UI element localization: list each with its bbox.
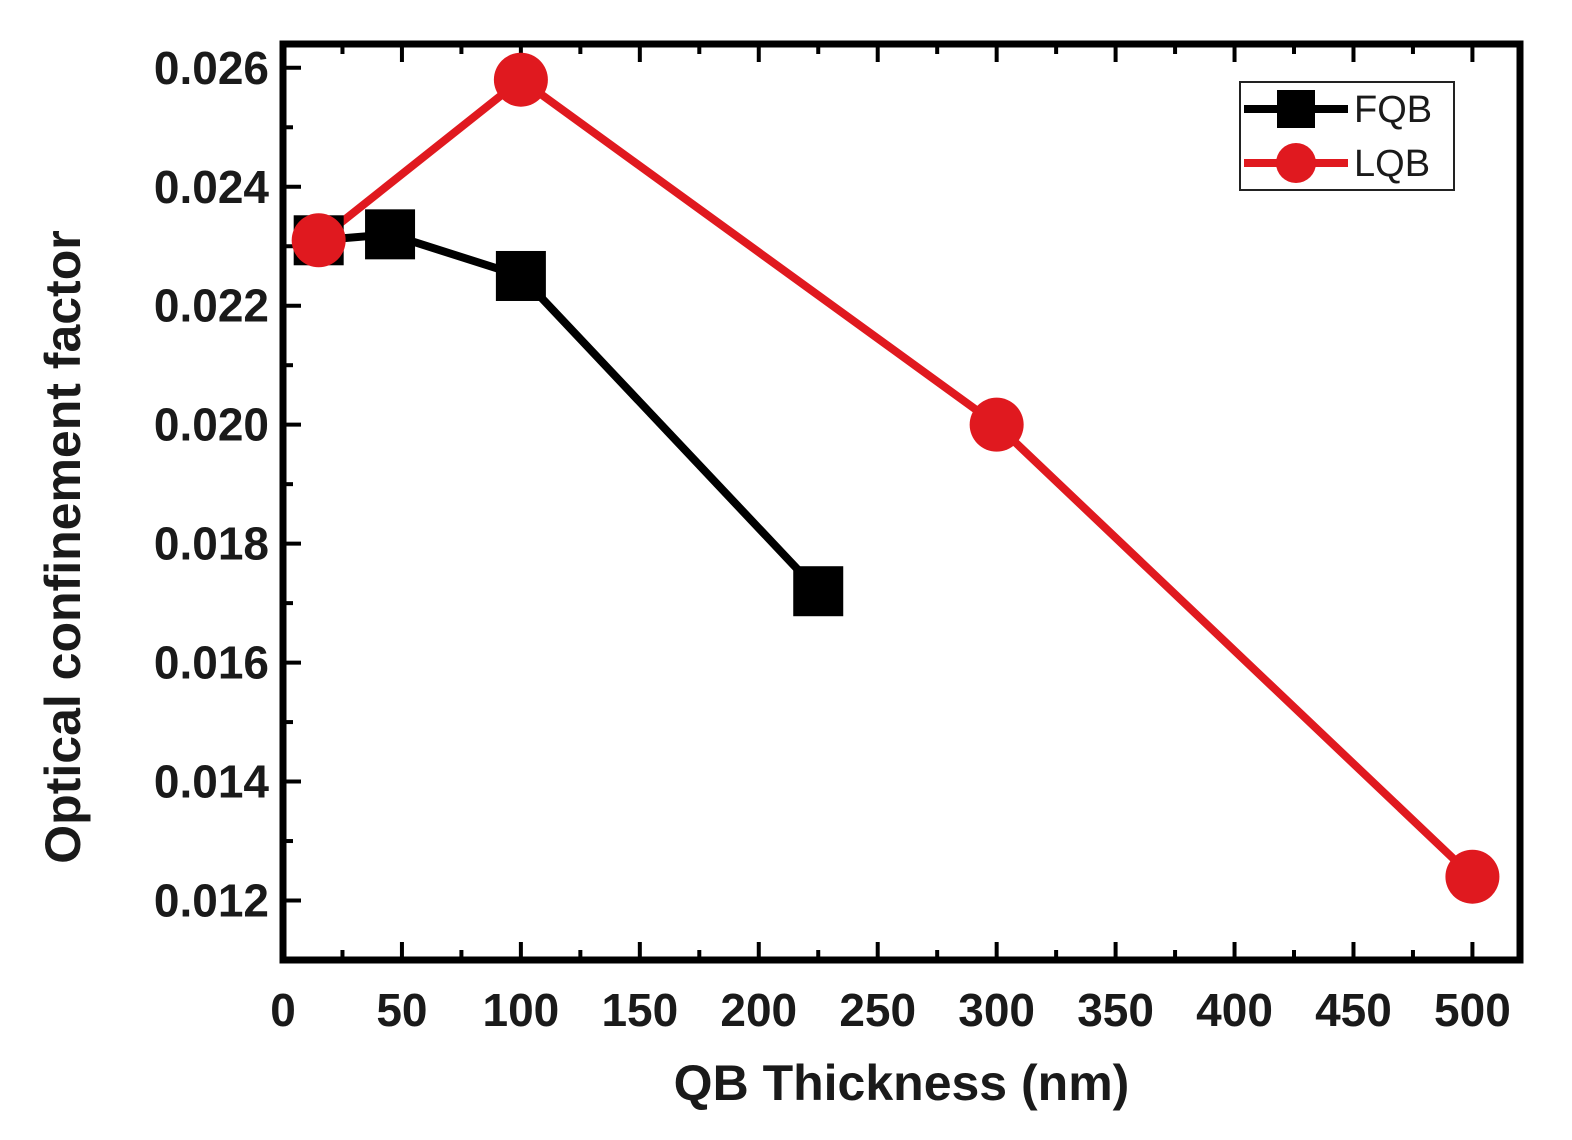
lqb-series-line	[316, 74, 1476, 880]
x-tick-labels: 0 50 100 150 200 250 300 350 400 450 500	[270, 984, 1511, 1036]
y-tick-label-0-02: 0.020	[154, 399, 269, 451]
x-tick-label-400: 400	[1196, 984, 1273, 1036]
fqb-series-line	[318, 230, 822, 594]
y-tick-label-0-018: 0.018	[154, 518, 269, 570]
legend-box	[1239, 81, 1455, 191]
y-tick-labels: 0.012 0.014 0.016 0.018 0.020 0.022 0.024 0.026	[154, 42, 270, 927]
x-tick-label-200: 200	[720, 984, 797, 1036]
legend-entry-lqb: LQB	[1244, 143, 1430, 185]
x-axis-title: QB Thickness (nm)	[674, 1055, 1130, 1111]
x-tick-label-150: 150	[601, 984, 678, 1036]
y-axis-title: Optical confinement factor	[35, 230, 91, 863]
series-markers	[291, 52, 1500, 904]
fqb-point-2	[365, 209, 416, 260]
y-tick-label-0-016: 0.016	[154, 637, 269, 689]
x-tick-label-500: 500	[1434, 984, 1511, 1036]
legend-marker-fqb	[1277, 90, 1315, 128]
y-tick-label-0-024: 0.024	[154, 161, 270, 213]
lqb-point-3	[969, 397, 1024, 452]
x-tick-label-50: 50	[376, 984, 427, 1036]
legend-entries: FQB LQB	[1244, 89, 1432, 185]
plot-frame	[279, 40, 1524, 964]
x-tick-label-0: 0	[270, 984, 296, 1036]
x-tick-label-450: 450	[1315, 984, 1392, 1036]
fqb-point-4	[793, 566, 844, 617]
x-tick-label-250: 250	[839, 984, 916, 1036]
x-tick-label-100: 100	[483, 984, 560, 1036]
y-tick-label-0-026: 0.026	[154, 42, 269, 94]
x-tick-label-300: 300	[958, 984, 1035, 1036]
legend-entry-fqb: FQB	[1244, 89, 1432, 131]
y-tick-label-0-022: 0.022	[154, 280, 269, 332]
legend-label-fqb: FQB	[1354, 89, 1432, 131]
series-lines	[316, 74, 1476, 880]
x-tick-label-350: 350	[1077, 984, 1154, 1036]
lqb-point-1	[291, 213, 346, 268]
y-tick-label-0-012: 0.012	[154, 875, 269, 927]
lqb-point-2	[493, 52, 548, 107]
y-tick-label-0-014: 0.014	[154, 756, 270, 808]
legend-label-lqb: LQB	[1354, 143, 1430, 185]
lqb-point-4	[1445, 849, 1500, 904]
legend: FQB LQB	[1239, 81, 1455, 191]
fqb-point-3	[495, 250, 546, 301]
legend-marker-lqb	[1276, 143, 1316, 183]
